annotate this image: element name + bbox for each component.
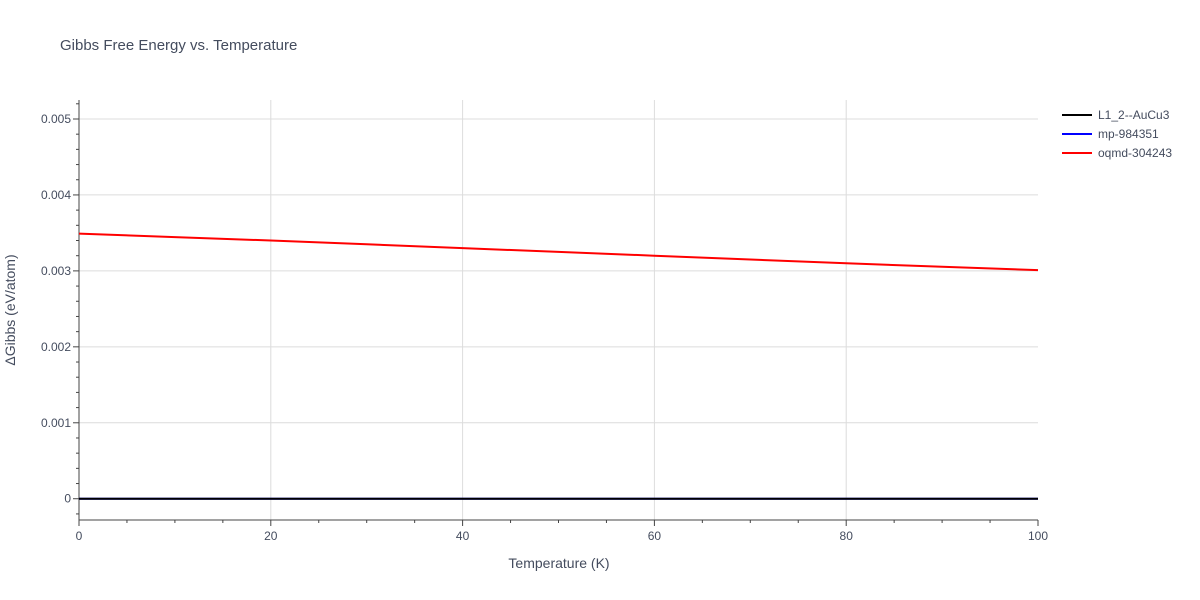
y-tick-label: 0.002	[41, 340, 71, 354]
x-tick-label: 80	[840, 529, 854, 543]
legend[interactable]: L1_2--AuCu3 mp-984351 oqmd-304243	[1062, 108, 1172, 160]
grid-group	[79, 100, 1038, 520]
y-tick-label: 0.005	[41, 112, 71, 126]
series-line-oqmd-304243	[78, 232, 1039, 272]
chart-title: Gibbs Free Energy vs. Temperature	[60, 37, 297, 54]
y-tick-label: 0.004	[41, 188, 71, 202]
x-tick-label: 0	[76, 529, 83, 543]
x-tick-label: 60	[648, 529, 662, 543]
axes-group	[73, 100, 1039, 526]
y-axis-label: ΔGibbs (eV/atom)	[2, 254, 18, 365]
y-tick-label: 0	[64, 492, 71, 506]
x-tick-label: 20	[264, 529, 278, 543]
legend-label-oqmd-304243: oqmd-304243	[1098, 146, 1172, 160]
x-tick-label: 40	[456, 529, 470, 543]
y-tick-label: 0.003	[41, 264, 71, 278]
ticks-group: 0 20 40 60 80 100 0 0.001 0.002 0.003 0.004 0.005	[41, 112, 1048, 543]
legend-label-mp-984351: mp-984351	[1098, 127, 1159, 141]
x-tick-label: 100	[1028, 529, 1048, 543]
legend-label-l1-2-aucu3: L1_2--AuCu3	[1098, 108, 1170, 122]
x-axis-label: Temperature (K)	[508, 555, 609, 571]
y-tick-label: 0.001	[41, 416, 71, 430]
series-group	[78, 232, 1039, 500]
